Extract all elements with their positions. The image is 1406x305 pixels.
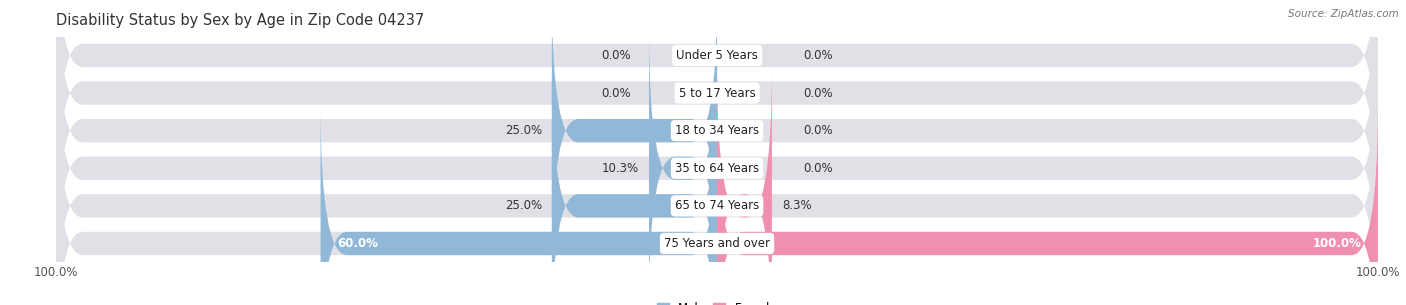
FancyBboxPatch shape — [717, 105, 1378, 305]
FancyBboxPatch shape — [56, 0, 1378, 194]
Text: 5 to 17 Years: 5 to 17 Years — [679, 87, 755, 99]
Text: 10.3%: 10.3% — [602, 162, 640, 175]
Text: 0.0%: 0.0% — [803, 124, 832, 137]
Text: 0.0%: 0.0% — [803, 87, 832, 99]
Text: 75 Years and over: 75 Years and over — [664, 237, 770, 250]
FancyBboxPatch shape — [56, 30, 1378, 305]
Text: Source: ZipAtlas.com: Source: ZipAtlas.com — [1288, 9, 1399, 19]
Legend: Male, Female: Male, Female — [652, 297, 782, 305]
FancyBboxPatch shape — [551, 0, 717, 269]
FancyBboxPatch shape — [56, 105, 1378, 305]
Text: 0.0%: 0.0% — [803, 162, 832, 175]
Text: 0.0%: 0.0% — [803, 49, 832, 62]
Text: 35 to 64 Years: 35 to 64 Years — [675, 162, 759, 175]
FancyBboxPatch shape — [717, 67, 772, 305]
FancyBboxPatch shape — [56, 0, 1378, 269]
Text: 18 to 34 Years: 18 to 34 Years — [675, 124, 759, 137]
FancyBboxPatch shape — [551, 67, 717, 305]
Text: Disability Status by Sex by Age in Zip Code 04237: Disability Status by Sex by Age in Zip C… — [56, 13, 425, 28]
FancyBboxPatch shape — [56, 0, 1378, 232]
Text: Under 5 Years: Under 5 Years — [676, 49, 758, 62]
Text: 0.0%: 0.0% — [602, 49, 631, 62]
Text: 65 to 74 Years: 65 to 74 Years — [675, 199, 759, 212]
Text: 25.0%: 25.0% — [505, 124, 541, 137]
FancyBboxPatch shape — [321, 105, 717, 305]
Text: 100.0%: 100.0% — [1312, 237, 1361, 250]
Text: 0.0%: 0.0% — [602, 87, 631, 99]
FancyBboxPatch shape — [56, 67, 1378, 305]
Text: 60.0%: 60.0% — [337, 237, 378, 250]
Text: 25.0%: 25.0% — [505, 199, 541, 212]
Text: 8.3%: 8.3% — [782, 199, 811, 212]
FancyBboxPatch shape — [650, 30, 717, 305]
